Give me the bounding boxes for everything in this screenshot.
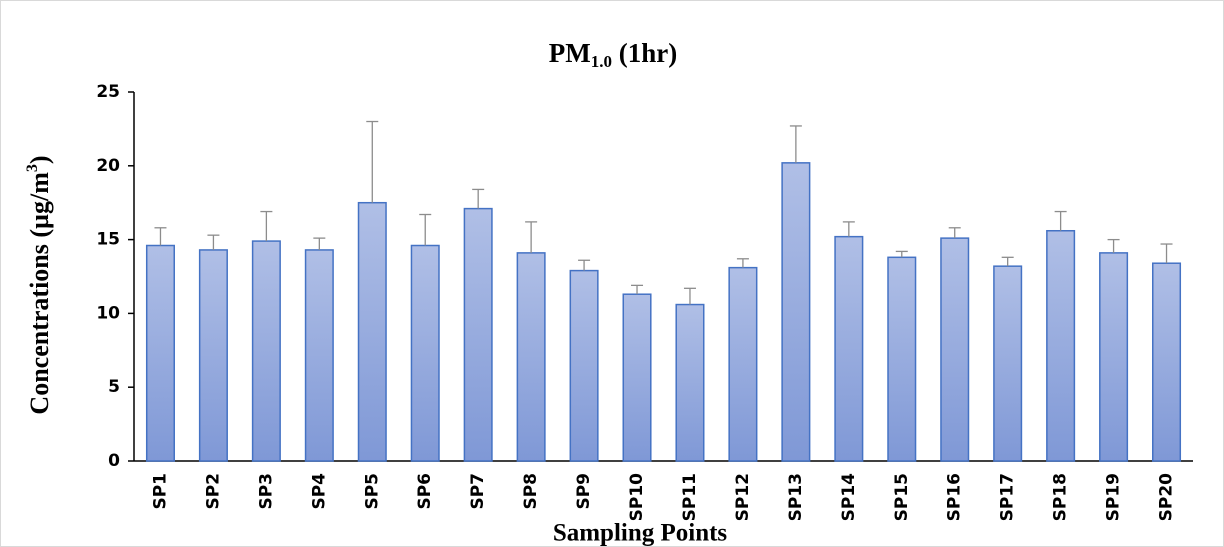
title-suffix: (1hr) [612,38,677,68]
bar [1099,252,1129,462]
bar [1046,229,1076,462]
y-tick-label: 0 [108,451,120,471]
bar [357,201,387,462]
x-tick-label: SP6 [415,473,435,510]
y-label-sup: 3 [24,164,41,172]
bar [251,240,281,462]
y-tick-label: 15 [96,230,120,250]
bar [198,249,228,462]
y-tick-label: 5 [108,377,120,397]
x-tick-label: SP16 [945,473,965,521]
x-tick-label: SP4 [309,473,329,510]
y-axis-title: Concentrations (µg/m3) [24,155,54,414]
x-tick-label: SP5 [362,473,382,510]
title-sub: 1.0 [591,52,612,71]
x-tick-label: SP11 [680,473,700,521]
x-tick-label: SP17 [998,473,1018,521]
y-tick-label: 20 [96,156,120,176]
chart-title: PM1.0 (1hr) [549,38,677,71]
y-tick-label: 10 [96,303,120,323]
bar [1152,262,1182,462]
x-tick-label: SP12 [733,473,753,521]
bar [410,244,440,462]
bar [887,256,917,462]
bar [728,266,758,462]
x-tick-label: SP15 [892,473,912,521]
x-tick-label: SP14 [839,473,859,522]
x-tick-label: SP13 [786,473,806,521]
bar [940,237,970,462]
bar [304,249,334,462]
y-label-main: Concentrations (µg/m [25,172,54,415]
bar [145,244,175,462]
x-axis-title: Sampling Points [553,520,728,547]
x-tick-label: SP7 [468,473,488,510]
x-tick-label: SP19 [1104,473,1124,521]
bar [834,235,864,462]
title-main: PM [549,38,591,68]
bar [463,207,493,462]
bar [993,265,1023,462]
x-tick-label: SP2 [203,473,223,510]
bar [781,162,811,462]
y-label-suffix: ) [25,155,54,164]
x-tick-label: SP18 [1051,473,1071,521]
bar [516,252,546,462]
x-tick-label: SP8 [521,473,541,510]
x-tick-label: SP9 [574,473,594,510]
x-tick-label: SP1 [150,473,170,510]
x-tick-label: SP3 [256,473,276,510]
x-tick-label: SP20 [1157,473,1177,522]
bar [569,269,599,462]
bar [622,293,652,462]
y-tick-label: 25 [96,82,120,102]
x-tick-label: SP10 [627,473,647,522]
bar [675,303,705,462]
